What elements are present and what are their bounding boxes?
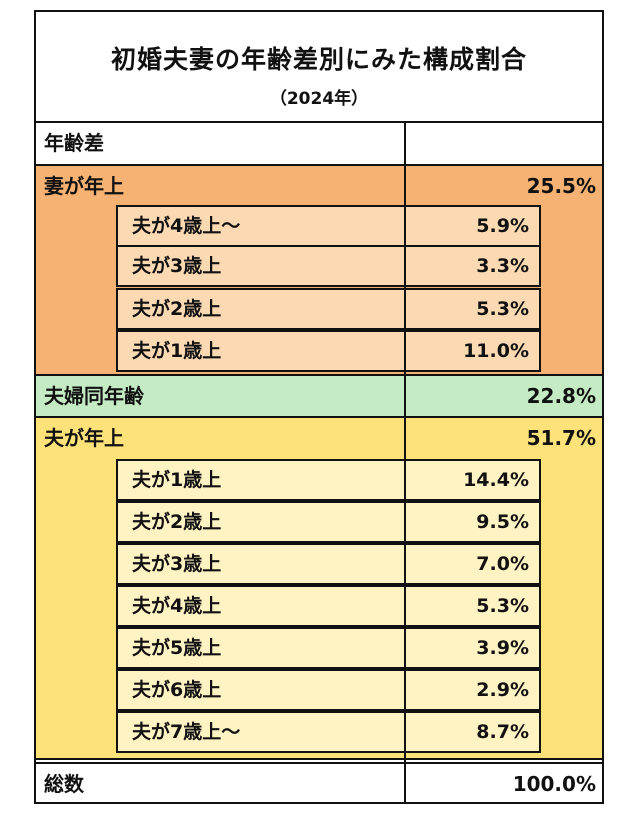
divider	[34, 758, 604, 760]
column-divider	[404, 416, 406, 804]
husband-older-row: 夫が3歳上 7.0%	[116, 543, 541, 585]
row-label: 夫が1歳上	[132, 469, 222, 491]
husband-older-row: 夫が2歳上 9.5%	[116, 501, 541, 543]
total-row: 総数 100.0%	[34, 764, 604, 804]
row-label: 夫が3歳上	[132, 553, 222, 575]
same-age-label: 夫婦同年齢	[44, 384, 144, 408]
row-value: 3.3%	[476, 255, 529, 277]
same-age-value: 22.8%	[526, 384, 596, 408]
divider	[34, 164, 604, 166]
wife-older-row: 夫が1歳上 11.0%	[116, 330, 541, 372]
husband-older-row: 夫が5歳上 3.9%	[116, 627, 541, 669]
husband-older-row: 夫が4歳上 5.3%	[116, 585, 541, 627]
row-value: 5.3%	[476, 595, 529, 617]
table-title: 初婚夫妻の年齢差別にみた構成割合	[110, 45, 527, 74]
husband-older-value: 51.7%	[526, 426, 596, 450]
wife-older-row: 夫が3歳上 3.3%	[116, 245, 541, 287]
row-value: 3.9%	[476, 637, 529, 659]
total-label: 総数	[44, 772, 84, 796]
row-label: 夫が5歳上	[132, 637, 222, 659]
row-value: 5.3%	[476, 298, 529, 320]
husband-older-label: 夫が年上	[44, 426, 124, 450]
row-label: 夫が7歳上〜	[132, 721, 241, 743]
title-block: 初婚夫妻の年齢差別にみた構成割合 （2024年）	[34, 10, 604, 123]
wife-older-value: 25.5%	[526, 174, 596, 198]
husband-older-row: 夫が1歳上 14.4%	[116, 459, 541, 501]
row-label: 夫が2歳上	[132, 511, 222, 533]
divider	[34, 416, 604, 418]
row-label: 夫が6歳上	[132, 679, 222, 701]
column-divider	[404, 123, 406, 416]
header-age-diff-label: 年齢差	[44, 131, 104, 155]
divider	[34, 374, 604, 376]
total-value: 100.0%	[512, 772, 596, 796]
husband-older-row: 夫が6歳上 2.9%	[116, 669, 541, 711]
row-value: 9.5%	[476, 511, 529, 533]
wife-older-row: 夫が2歳上 5.3%	[116, 288, 541, 330]
table-subtitle: （2024年）	[269, 89, 369, 109]
row-value: 7.0%	[476, 553, 529, 575]
wife-older-label: 妻が年上	[44, 174, 124, 198]
row-label: 夫が2歳上	[132, 298, 222, 320]
table-frame	[34, 10, 604, 804]
divider	[34, 762, 604, 764]
husband-older-row: 夫が7歳上〜 8.7%	[116, 711, 541, 753]
row-label: 夫が4歳上〜	[132, 215, 241, 237]
header-row: 年齢差	[34, 123, 604, 166]
row-value: 5.9%	[476, 215, 529, 237]
row-value: 8.7%	[476, 721, 529, 743]
row-value: 14.4%	[463, 469, 529, 491]
row-value: 11.0%	[463, 340, 529, 362]
row-label: 夫が4歳上	[132, 595, 222, 617]
row-label: 夫が3歳上	[132, 255, 222, 277]
same-age-section: 夫婦同年齢 22.8%	[34, 376, 604, 416]
row-value: 2.9%	[476, 679, 529, 701]
wife-older-row: 夫が4歳上〜 5.9%	[116, 205, 541, 247]
row-label: 夫が1歳上	[132, 340, 222, 362]
